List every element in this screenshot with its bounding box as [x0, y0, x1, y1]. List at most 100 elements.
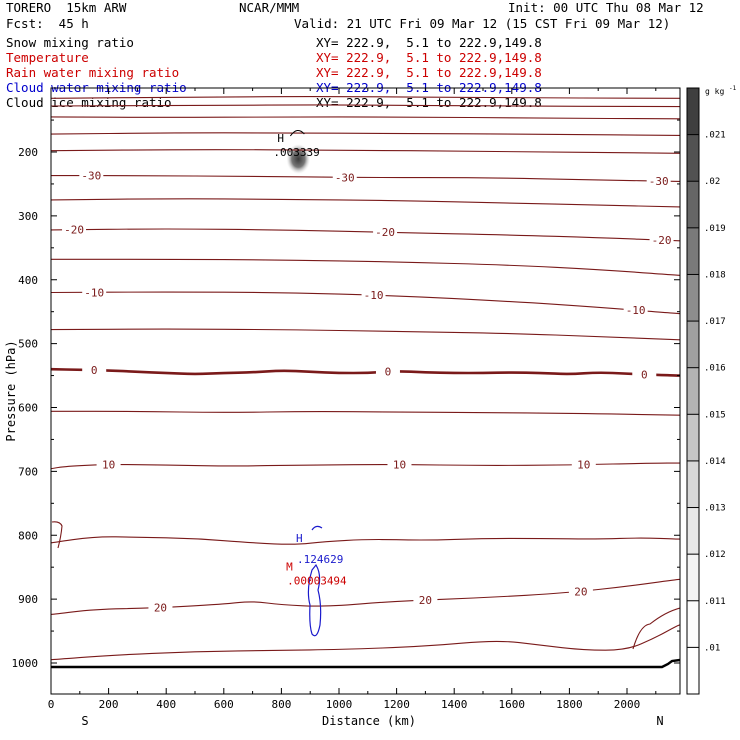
colorbar-label: .019 — [704, 224, 726, 234]
contour-label: -30 — [649, 175, 669, 188]
x-tick-label: 400 — [156, 698, 176, 711]
init-time: Init: 00 UTC Thu 08 Mar 12 — [508, 0, 704, 15]
contour-label: -10 — [84, 286, 104, 299]
y-tick-label: 700 — [18, 465, 38, 478]
end-label-north: N — [656, 714, 663, 728]
colorbar-swatch — [687, 460, 699, 509]
cloud-water-max-value: .124629 — [297, 553, 343, 566]
colorbar-swatch — [687, 274, 699, 322]
temperature-contour — [51, 198, 680, 208]
snow-max-h: H — [277, 132, 284, 145]
contour-label: -20 — [652, 234, 672, 247]
end-label-south: S — [81, 714, 88, 728]
terrain-surface — [51, 658, 680, 669]
forecast-hour: Fcst: 45 h — [6, 16, 89, 31]
colorbar-label: .021 — [704, 131, 726, 141]
valid-time: Valid: 21 UTC Fri 09 Mar 12 (15 CST Fri … — [294, 16, 671, 31]
contour-label: 10 — [102, 458, 115, 471]
contour-label-bg — [413, 593, 438, 606]
colorbar-label: .016 — [704, 364, 726, 374]
rain-max-value: .00003494 — [287, 575, 347, 588]
cloud-ice-contour — [289, 130, 305, 137]
colorbar-unit-exponent: -1 — [729, 85, 737, 92]
contour-label-bg — [62, 223, 87, 236]
field-xy-snow: XY= 222.9, 5.1 to 222.9,149.8 — [316, 35, 542, 50]
colorbar-swatch — [687, 88, 699, 136]
colorbar-label: .02 — [704, 177, 720, 187]
x-tick-label: 1200 — [383, 698, 410, 711]
colorbar-swatch — [687, 134, 699, 182]
snow-max-value: .003339 — [273, 146, 319, 159]
temperature-contour — [51, 521, 63, 549]
contour-label-bg — [96, 458, 121, 471]
x-tick-label: 1400 — [441, 698, 468, 711]
y-tick-label: 1000 — [12, 657, 39, 670]
contour-label-bg — [82, 286, 107, 299]
temperature-contour — [51, 536, 680, 545]
contour-label-bg — [373, 226, 398, 239]
model-title: TORERO 15km ARW — [6, 0, 127, 15]
colorbar-label: .013 — [704, 504, 726, 514]
x-tick-label: 1000 — [326, 698, 353, 711]
x-tick-label: 600 — [214, 698, 234, 711]
plot-frame — [50, 87, 681, 695]
contour-label: 10 — [393, 458, 406, 471]
colorbar-label: .012 — [704, 550, 726, 560]
contour-label: -20 — [375, 226, 395, 239]
temperature-contour — [51, 258, 680, 276]
temperature-contour — [51, 578, 680, 615]
x-tick-label: 2000 — [614, 698, 641, 711]
x-tick-label: 200 — [99, 698, 119, 711]
colorbar-swatch — [687, 647, 699, 695]
colorbar-label: .018 — [704, 270, 726, 280]
temperature-contour — [51, 175, 680, 182]
field-name-temperature: Temperature — [6, 50, 89, 65]
colorbar-swatch — [687, 600, 699, 648]
colorbar-swatch — [687, 414, 699, 462]
field-name-rain: Rain water mixing ratio — [6, 65, 180, 80]
contour-label: -30 — [335, 171, 355, 184]
temperature-contour — [51, 462, 680, 470]
temperature-contour — [51, 228, 680, 242]
contour-label-bg — [375, 365, 400, 378]
contour-label-bg — [82, 364, 107, 377]
y-tick-label: 600 — [18, 402, 38, 415]
temperature-contour — [51, 328, 680, 341]
colorbar-label: .015 — [704, 410, 726, 420]
org-label: NCAR/MMM — [239, 0, 300, 15]
temperature-contour — [632, 607, 680, 650]
temperature-contour — [51, 149, 680, 154]
colorbar-swatch — [687, 227, 699, 275]
field-name-snow: Snow mixing ratio — [6, 35, 134, 50]
temperature-contour — [51, 132, 680, 136]
colorbar-swatch — [687, 321, 699, 369]
contour-label: 10 — [577, 459, 590, 472]
rain-max-m: M — [286, 561, 293, 574]
contour-label-bg — [623, 304, 648, 317]
temperature-contour — [51, 96, 680, 99]
y-axis-title: Pressure (hPa) — [4, 340, 18, 441]
colorbar-label: .011 — [704, 597, 726, 607]
contour-label: 20 — [154, 602, 167, 615]
contour-label-bg — [646, 175, 671, 188]
contour-label: 20 — [419, 594, 432, 607]
contour-label-bg — [79, 169, 104, 182]
y-tick-label: 900 — [18, 593, 38, 606]
colorbar-frame — [686, 87, 700, 695]
contour-label-bg — [568, 585, 593, 598]
contour-label: -30 — [81, 170, 101, 183]
colorbar-swatch — [687, 507, 699, 555]
x-axis-title: Distance (km) — [322, 714, 416, 728]
contour-label: 0 — [641, 368, 648, 381]
x-tick-label: 1800 — [556, 698, 583, 711]
cloud-water-contour — [307, 563, 322, 637]
contour-label: -20 — [64, 224, 84, 237]
colorbar-swatch — [687, 554, 699, 602]
contour-label: 20 — [574, 585, 587, 598]
temperature-contour — [51, 116, 680, 120]
temperature-contour — [51, 367, 680, 377]
x-tick-label: 800 — [271, 698, 291, 711]
contour-label-bg — [148, 601, 173, 614]
contour-label: -10 — [364, 289, 384, 302]
